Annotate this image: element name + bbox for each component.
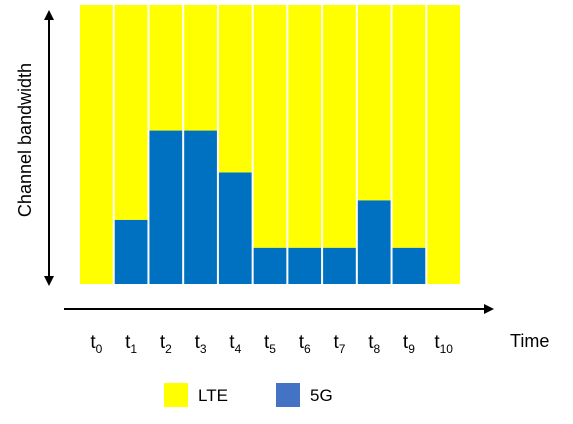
- x-tick-label: t8: [368, 332, 380, 356]
- bar-lte-9: [392, 5, 426, 248]
- bar-lte-7: [323, 5, 356, 248]
- x-tick-label: t5: [264, 332, 276, 356]
- legend-swatch-lte: [164, 383, 188, 407]
- bar-5g-2: [149, 130, 183, 284]
- bar-lte-5: [253, 5, 287, 248]
- x-tick-label: t7: [333, 332, 345, 356]
- bar-5g-5: [253, 247, 287, 284]
- bar-lte-3: [184, 5, 217, 131]
- legend-label-5g: 5G: [310, 386, 333, 405]
- bar-lte-0: [80, 5, 113, 284]
- x-tick-label: t9: [403, 332, 415, 356]
- x-axis-label: Time: [510, 331, 549, 351]
- legend-swatch-5g: [276, 383, 300, 407]
- bar-5g-6: [288, 247, 322, 284]
- bar-lte-2: [149, 5, 183, 131]
- x-tick-label: t4: [229, 332, 241, 356]
- x-tick-labels: t0 t1 t2 t3 t4 t5 t6 t7 t8 t9 t10: [90, 332, 453, 356]
- bar-lte-4: [218, 5, 252, 173]
- bar-lte-8: [357, 5, 391, 201]
- x-tick-label: t3: [195, 332, 207, 356]
- y-axis-label: Channel bandwidth: [15, 63, 35, 217]
- x-tick-label: t0: [90, 332, 102, 356]
- bar-lte-1: [114, 5, 148, 220]
- x-tick-label: t6: [299, 332, 311, 356]
- legend: LTE 5G: [164, 383, 333, 407]
- bar-5g-1: [114, 219, 148, 284]
- x-tick-label: t10: [434, 332, 453, 356]
- bar-5g-3: [184, 130, 217, 284]
- x-tick-label: t2: [160, 332, 172, 356]
- bar-lte-10: [427, 5, 460, 284]
- bar-5g-4: [218, 172, 252, 284]
- bar-5g-8: [357, 200, 391, 284]
- x-tick-label: t1: [125, 332, 137, 356]
- bar-lte-6: [288, 5, 322, 248]
- bars-group: [80, 5, 460, 284]
- legend-label-lte: LTE: [198, 386, 228, 405]
- bar-5g-7: [323, 247, 356, 284]
- bar-5g-9: [392, 247, 426, 284]
